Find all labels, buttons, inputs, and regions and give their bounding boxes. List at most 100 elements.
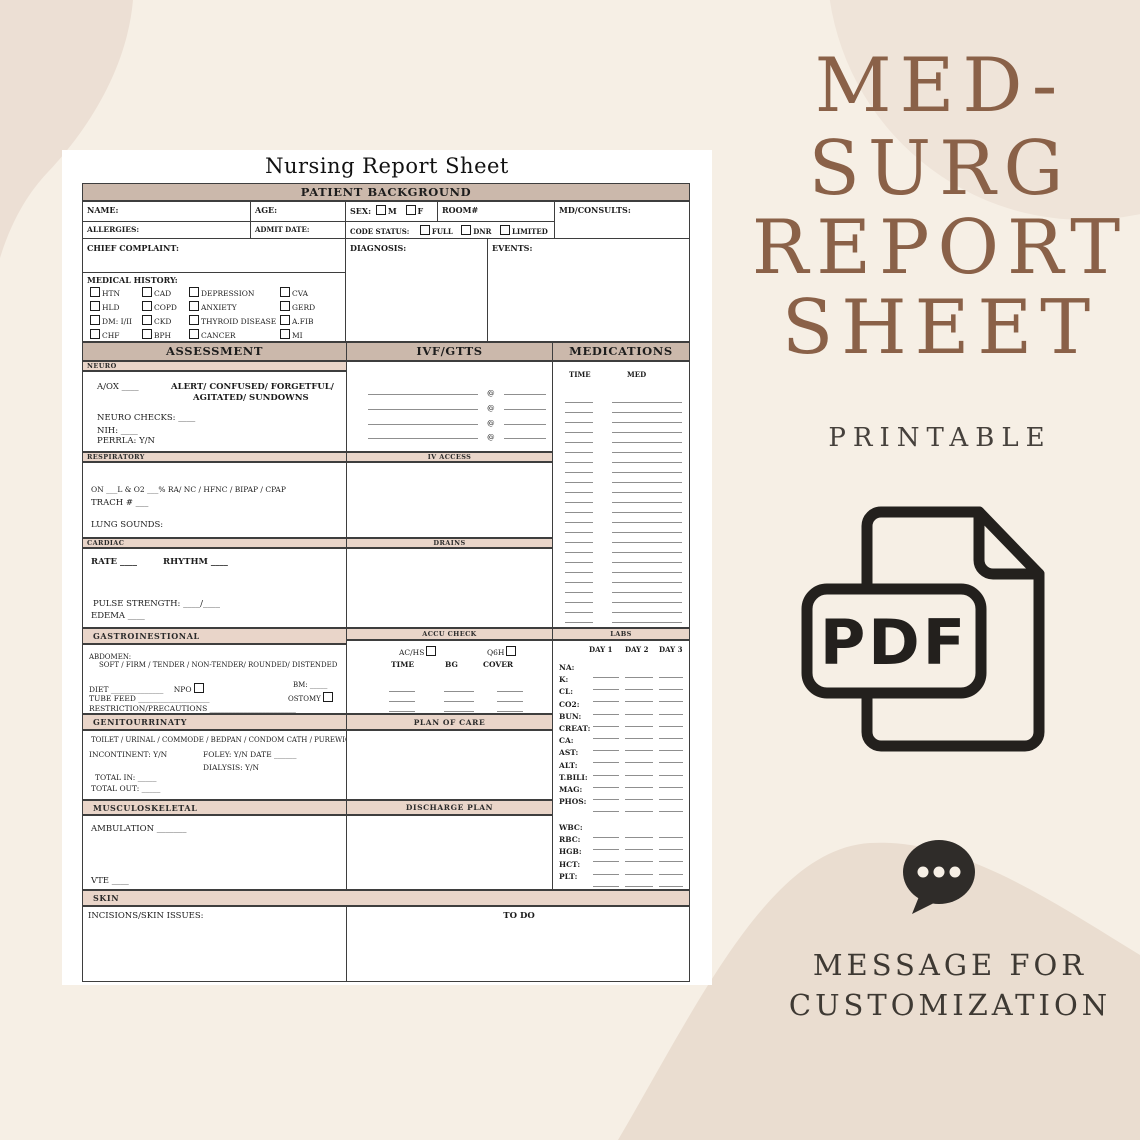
hx-hld-checkbox[interactable] bbox=[90, 301, 100, 311]
accu-bg-blank bbox=[444, 694, 475, 702]
hx-afib-checkbox[interactable] bbox=[280, 315, 290, 325]
hx-bph-checkbox[interactable] bbox=[142, 329, 152, 339]
ivf-lines-cell: @ @ @ @ bbox=[346, 361, 553, 452]
med-name-blank bbox=[612, 576, 683, 583]
med-time-blank bbox=[565, 466, 593, 473]
med-name-blank bbox=[612, 406, 683, 413]
hx-anxiety-checkbox[interactable] bbox=[189, 301, 199, 311]
medication-row bbox=[553, 588, 691, 603]
code-limited-checkbox[interactable] bbox=[499, 225, 510, 235]
ivf-rate-blank bbox=[503, 418, 546, 425]
printable-label: PRINTABLE bbox=[828, 423, 1052, 453]
lab-row: HCT: bbox=[559, 860, 689, 875]
lab-row: WBC: bbox=[559, 823, 689, 838]
accu-time-blank bbox=[389, 684, 415, 692]
hx-mi-checkbox[interactable] bbox=[280, 329, 290, 339]
hx-cad-checkbox[interactable] bbox=[142, 287, 152, 297]
med-time-blank bbox=[565, 616, 593, 623]
med-time-blank bbox=[565, 436, 593, 443]
discharge-plan-header: DISCHARGE PLAN bbox=[346, 800, 553, 815]
hx-copd-checkbox[interactable] bbox=[142, 301, 152, 311]
med-name-blank bbox=[612, 596, 683, 603]
skin-header: SKIN bbox=[82, 890, 690, 906]
age-field: AGE: bbox=[250, 201, 346, 222]
medication-row bbox=[553, 468, 691, 483]
med-name-blank bbox=[612, 496, 683, 503]
sheet-title: Nursing Report Sheet bbox=[265, 154, 509, 178]
accu-cover-blank bbox=[497, 684, 524, 692]
npo-checkbox[interactable] bbox=[193, 683, 204, 693]
hx-cva-checkbox[interactable] bbox=[280, 287, 290, 297]
ivf-line-row: @ bbox=[347, 395, 554, 412]
medication-row bbox=[553, 448, 691, 463]
med-time-blank bbox=[565, 576, 593, 583]
lab-row: PLT: bbox=[559, 872, 689, 887]
accu-cover-blank bbox=[497, 704, 524, 712]
neuro-header: NEURO bbox=[82, 361, 347, 371]
q6h-checkbox[interactable] bbox=[506, 646, 517, 656]
drains-header: DRAINS bbox=[346, 538, 553, 548]
labs-cell: DAY 1 DAY 2 DAY 3 NA: K: CL: CO2: BUN: C… bbox=[552, 640, 690, 890]
hx-depression-checkbox[interactable] bbox=[189, 287, 199, 297]
medical-history-cell: MEDICAL HISTORY: HTN CAD DEPRESSION CVA … bbox=[82, 272, 346, 342]
achs-checkbox[interactable] bbox=[426, 646, 437, 656]
med-name-blank bbox=[612, 546, 683, 553]
lab-row: K: bbox=[559, 675, 689, 691]
med-time-blank bbox=[565, 486, 593, 493]
ivf-fluid-blank bbox=[368, 403, 478, 410]
hx-gerd-checkbox[interactable] bbox=[280, 301, 290, 311]
medication-row bbox=[553, 458, 691, 473]
hx-ckd-checkbox[interactable] bbox=[142, 315, 152, 325]
medication-row bbox=[553, 548, 691, 563]
medication-row bbox=[553, 528, 691, 543]
gastrointestinal-header: GASTROINESTIONAL bbox=[82, 628, 347, 644]
code-full-checkbox[interactable] bbox=[419, 225, 430, 235]
med-time-blank bbox=[565, 396, 593, 403]
labs-header: LABS bbox=[552, 628, 690, 640]
medication-row bbox=[553, 388, 691, 403]
product-title-line-4: SHEET bbox=[781, 283, 1099, 371]
discharge-plan-cell bbox=[346, 815, 553, 890]
hx-chf-checkbox[interactable] bbox=[90, 329, 100, 339]
accu-check-header: ACCU CHECK bbox=[346, 628, 553, 640]
plan-of-care-cell bbox=[346, 730, 553, 800]
hx-thyroid-checkbox[interactable] bbox=[189, 315, 199, 325]
medication-row bbox=[553, 478, 691, 493]
sex-f-checkbox[interactable] bbox=[405, 205, 416, 215]
medication-row bbox=[553, 408, 691, 423]
code-dnr-checkbox[interactable] bbox=[461, 225, 472, 235]
med-name-blank bbox=[612, 456, 683, 463]
product-title-line-2: SURG bbox=[808, 124, 1072, 212]
lab-row: PHOS: bbox=[559, 797, 689, 813]
hx-dm-checkbox[interactable] bbox=[90, 315, 100, 325]
medication-row bbox=[553, 508, 691, 523]
accu-time-blank bbox=[389, 704, 415, 712]
med-name-blank bbox=[612, 516, 683, 523]
med-name-blank bbox=[612, 606, 683, 613]
accu-row bbox=[347, 697, 554, 712]
lab-row: CREAT: bbox=[559, 724, 689, 739]
lab-row: MAG: bbox=[559, 785, 689, 800]
hx-htn-checkbox[interactable] bbox=[90, 287, 100, 297]
genitourinary-cell: TOILET / URINAL / COMMODE / BEDPAN / CON… bbox=[82, 730, 356, 800]
med-name-blank bbox=[612, 566, 683, 573]
lab-row: RBC: bbox=[559, 835, 689, 851]
ivf-line-row: @ bbox=[347, 380, 554, 397]
plan-of-care-header: PLAN OF CARE bbox=[346, 714, 553, 730]
neuro-cell: A/OX ____ ALERT/ CONFUSED/ FORGETFUL/ AG… bbox=[82, 371, 347, 452]
med-name-blank bbox=[612, 506, 683, 513]
hx-cancer-checkbox[interactable] bbox=[189, 329, 199, 339]
cardiac-header: CARDIAC bbox=[82, 538, 347, 548]
ivf-fluid-blank bbox=[368, 418, 478, 425]
top-left-blob bbox=[0, 0, 133, 258]
todo-cell: TO DO bbox=[346, 906, 690, 982]
ostomy-checkbox[interactable] bbox=[322, 692, 333, 702]
sex-m-checkbox[interactable] bbox=[375, 205, 386, 215]
message-bubble-icon bbox=[903, 840, 975, 914]
drains-cell bbox=[346, 548, 553, 628]
musculoskeletal-cell: AMBULATION _______ VTE ____ bbox=[82, 815, 347, 890]
med-name-blank bbox=[612, 616, 683, 623]
accu-time-blank bbox=[389, 694, 415, 702]
lab-row: BUN: bbox=[559, 712, 689, 727]
respiratory-header: RESPIRATORY bbox=[82, 452, 347, 462]
